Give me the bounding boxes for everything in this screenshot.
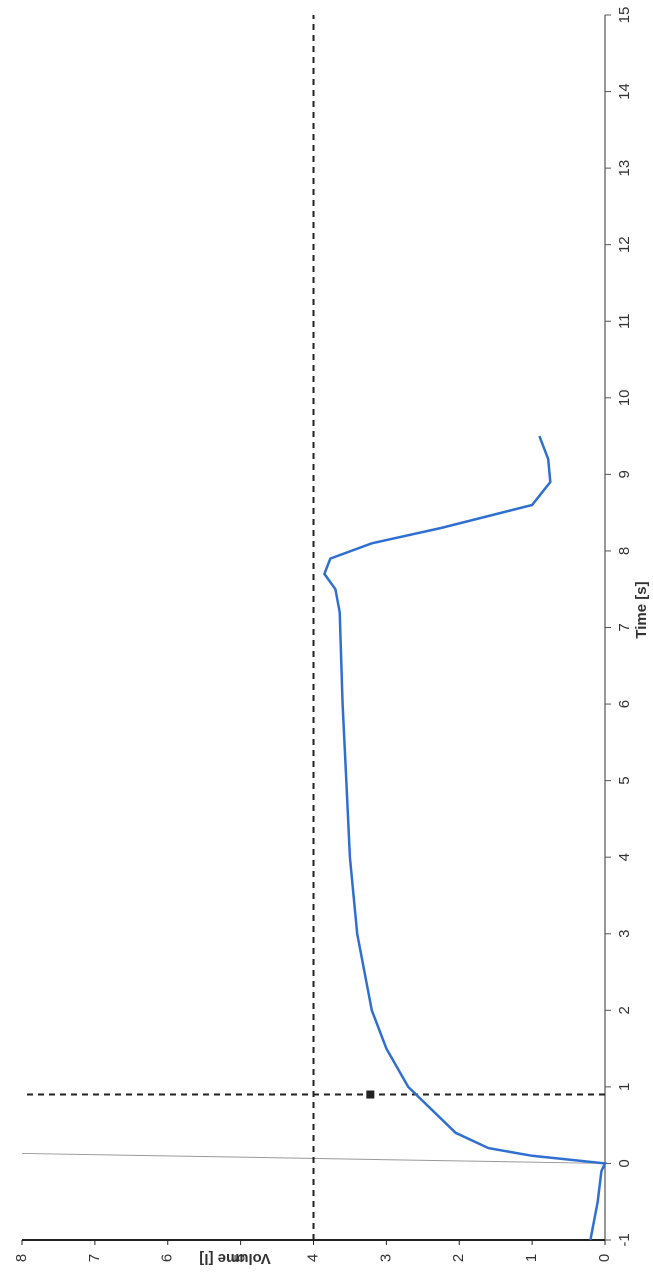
x-tick-label: 8 xyxy=(616,547,633,555)
y-tick-label: 1 xyxy=(523,1254,540,1262)
y-tick-label: 3 xyxy=(377,1254,394,1262)
y-tick-label: 5 xyxy=(232,1254,249,1262)
y-tick-label: 0 xyxy=(596,1254,613,1262)
x-tick-label: 13 xyxy=(616,160,633,177)
y-tick-label: 7 xyxy=(86,1254,103,1262)
x-tick-label: 10 xyxy=(616,389,633,406)
x-tick-label: 1 xyxy=(616,1083,633,1091)
x-tick-label: 6 xyxy=(616,700,633,708)
x-tick-label: 3 xyxy=(616,930,633,938)
x-tick-label: 0 xyxy=(616,1159,633,1167)
x-tick-label: 4 xyxy=(616,853,633,861)
x-tick-label: 14 xyxy=(616,83,633,100)
x-tick-label: 5 xyxy=(616,776,633,784)
x-tick-label: 11 xyxy=(616,313,633,329)
x-tick-label: 15 xyxy=(616,7,633,24)
marker xyxy=(366,1090,375,1099)
y-axis-title: Volume [l] xyxy=(199,1250,270,1267)
x-tick-label: 9 xyxy=(616,470,633,478)
y-tick-label: 2 xyxy=(450,1254,467,1262)
x-tick-label: 12 xyxy=(616,236,633,253)
y-tick-label: 4 xyxy=(304,1254,321,1262)
y-tick-label: 6 xyxy=(159,1254,176,1262)
x-tick-label: 7 xyxy=(616,623,633,631)
volume-line xyxy=(322,435,607,1241)
x-tick-label: 2 xyxy=(616,1006,633,1014)
x-tick-label: -1 xyxy=(616,1233,633,1246)
y-tick-label: 8 xyxy=(13,1254,30,1262)
x-axis-title: Time [s] xyxy=(633,581,650,638)
